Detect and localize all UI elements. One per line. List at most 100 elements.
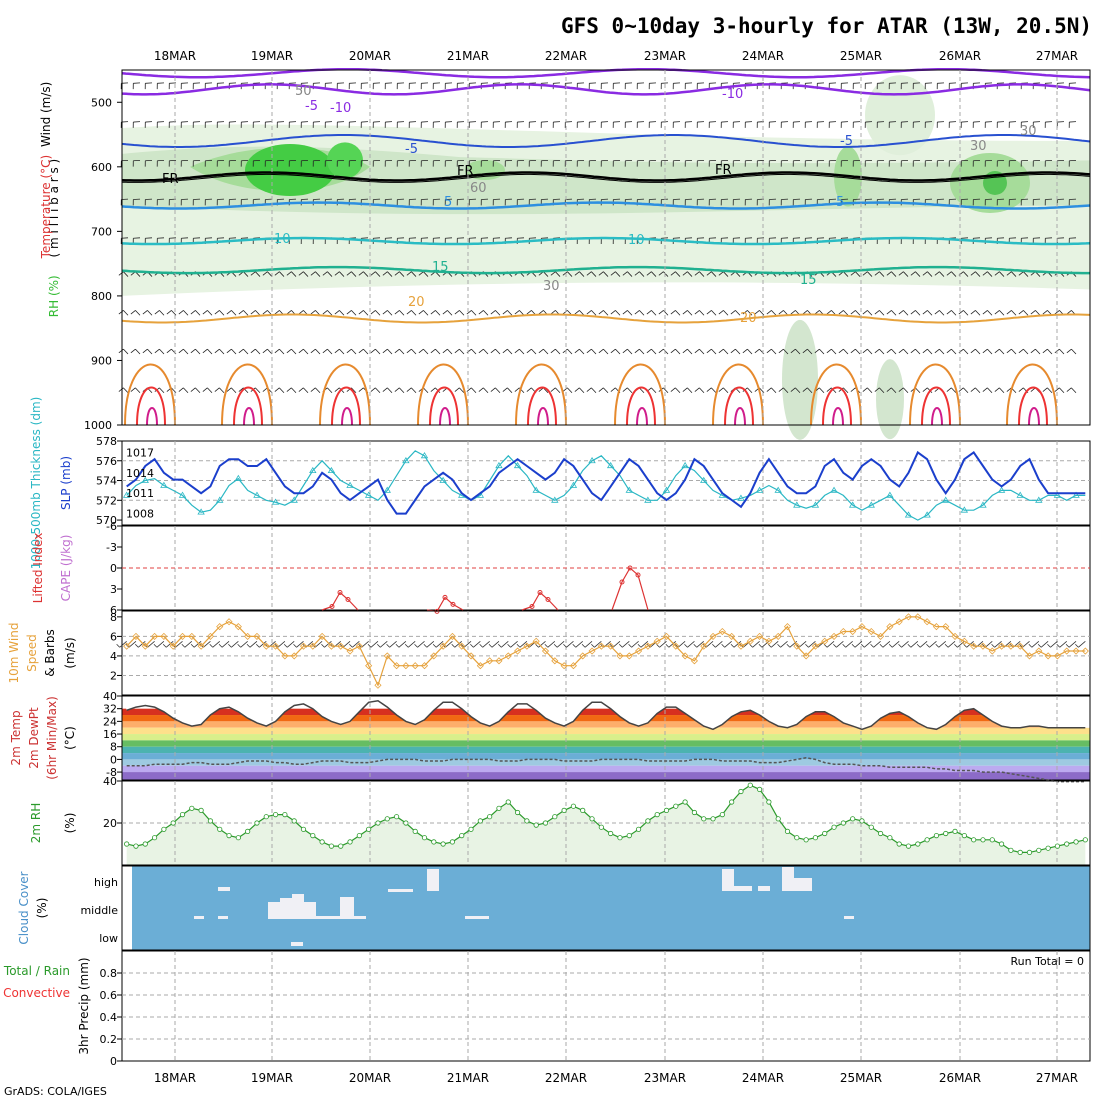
dewpoint-series (126, 757, 1086, 783)
contour-label: -5 (405, 142, 418, 157)
top-date-label: 18MAR (154, 49, 196, 63)
rh-point (971, 837, 977, 843)
thickness-point (551, 496, 559, 503)
wind-barb (879, 640, 891, 648)
rh-point (412, 828, 418, 835)
cloud-block (268, 902, 280, 919)
rh-point (263, 814, 269, 820)
wind-point (169, 642, 177, 650)
wind-barb (637, 640, 649, 648)
profile-ylabel: RH (%) ( m i l l i b a r s ) (47, 159, 61, 317)
wind-point (821, 637, 829, 645)
rh-point (291, 818, 297, 824)
rh-point (570, 803, 577, 809)
contour-label: 20 (740, 311, 757, 326)
wind-point (532, 637, 540, 645)
surface-wind-barbs (116, 640, 1086, 648)
wind-barb (656, 640, 667, 648)
slp-panel: 578 576 574 572 570 1017 1014 1011 1008 1000-500… (29, 397, 1091, 569)
wind-point (709, 632, 717, 640)
wind-point (1072, 647, 1080, 655)
contour-label: FR (715, 163, 732, 178)
rh-point (496, 805, 502, 811)
rh-point (850, 816, 856, 822)
wind-point (793, 642, 801, 650)
y-tick-label: 3 (110, 583, 117, 596)
rh-point (421, 835, 428, 841)
wind-point (234, 623, 242, 631)
rh-point (440, 841, 446, 847)
wind-point (355, 642, 363, 650)
wind-point (932, 623, 940, 631)
wind-barb (860, 640, 872, 648)
rh-point (626, 832, 632, 839)
slp-ylabel: SLP (mb) (59, 456, 73, 510)
wind-point (728, 632, 736, 640)
thickness-point (681, 461, 689, 469)
wind-point (504, 652, 512, 660)
wind-point (393, 662, 401, 670)
y-tick-label: 500 (91, 96, 112, 109)
y-tick-label: 700 (91, 225, 112, 238)
thickness-point (904, 511, 913, 518)
wind-barb (954, 640, 965, 648)
wind-point (439, 642, 447, 650)
wind-barb (674, 640, 686, 648)
wind-ylabel-2: Speed (25, 634, 39, 672)
wind-point (225, 618, 233, 626)
rh-point (589, 816, 595, 822)
thickness-point (234, 474, 243, 481)
cloud-block (291, 942, 303, 946)
rh-point (868, 824, 874, 830)
thickness-point (923, 511, 931, 518)
thickness-point (160, 481, 168, 488)
thickness-point (793, 501, 801, 508)
wind-barb (460, 640, 472, 648)
li-point (627, 565, 633, 571)
li-point (345, 597, 351, 602)
wind-speed-series (126, 616, 1086, 687)
rh-point (375, 820, 381, 826)
wind-barb (833, 640, 844, 648)
thickness-point (1035, 496, 1043, 503)
contour-label: 10 (274, 232, 291, 247)
wind-point (560, 662, 568, 670)
wind-point (309, 642, 317, 650)
cloud-block (388, 889, 413, 892)
contour-label: 50 (295, 84, 312, 99)
wind-barb (535, 640, 546, 648)
y-tick-label: -6 (106, 520, 117, 533)
wind-barb (386, 640, 397, 648)
wind-barb (991, 640, 1002, 648)
thickness-point (364, 491, 373, 498)
rh-point (477, 818, 483, 824)
rh-point (673, 803, 679, 809)
rh-point (784, 828, 791, 835)
precip-panel: 0.8 0.6 0.4 0.2 0 Run Total = 0 Total / Rain… (3, 950, 1091, 1068)
y-tick-label: 800 (91, 290, 112, 303)
top-date-axis: 18MAR 19MAR 20MAR 21MAR 22MAR 23MAR 24MAR 25MAR… (154, 49, 1078, 63)
wind-barb (432, 640, 444, 648)
wind-ylabel-4: (m/s) (63, 637, 77, 668)
top-date-label: 23MAR (644, 49, 686, 63)
rh-point (924, 837, 930, 843)
rh-point (403, 820, 409, 826)
bottom-date-label: 21MAR (447, 1071, 489, 1085)
y-tick-label: 578 (96, 435, 117, 448)
cloud-block (782, 867, 794, 891)
wind-barb (665, 640, 677, 648)
li-point (529, 604, 535, 609)
wind-point (216, 623, 224, 631)
thickness-point (197, 508, 205, 515)
thickness-point (848, 501, 857, 508)
run-total: Run Total = 0 (1011, 955, 1085, 968)
temperature-contours: -10 -10 -5 -5 -5 5 5 10 10 15 15 20 20 FR FR FR 30 30 30 50… (121, 67, 1091, 426)
wind-barb (935, 640, 946, 648)
rh-point (710, 816, 716, 822)
wind-barb (572, 640, 583, 648)
wind-barb (618, 640, 630, 648)
wind-barb (274, 640, 286, 648)
rh-point (347, 839, 353, 845)
wind-point (877, 632, 885, 640)
